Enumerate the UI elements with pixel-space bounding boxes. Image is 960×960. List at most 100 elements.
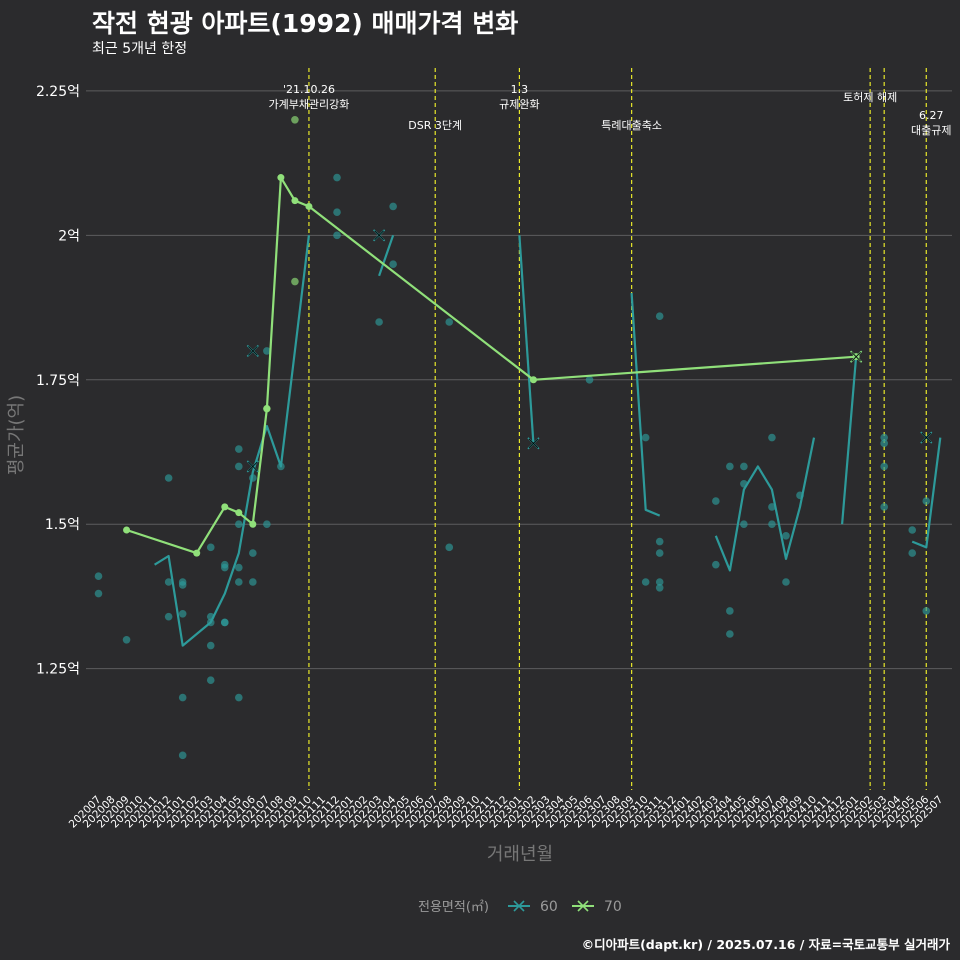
cross-marker-60 — [246, 344, 259, 357]
series-line-60 — [714, 437, 816, 572]
cross-markers — [246, 229, 933, 473]
scatter-point-60 — [782, 578, 790, 586]
scatter-point-60 — [655, 312, 664, 321]
scatter-point-70 — [291, 115, 299, 124]
series-point-70 — [305, 202, 313, 210]
y-axis-title: 평균가(억) — [6, 395, 27, 475]
scatter-point-60 — [333, 173, 341, 182]
scatter-point-60 — [922, 607, 931, 615]
cross-marker-70 — [850, 350, 863, 363]
scatter-point-60 — [333, 208, 341, 217]
event-annotation: 규제완화 — [499, 98, 539, 111]
x-axis-ticks: 2020072020082020092020102020112020122021… — [67, 793, 946, 830]
scatter-point-60 — [880, 433, 888, 442]
scatter-point-60 — [263, 347, 271, 355]
legend-item-70: 70 — [572, 899, 622, 915]
series-point-70 — [277, 174, 285, 182]
series-point-70 — [249, 520, 257, 528]
event-annotation: '21.10.26 — [283, 83, 335, 96]
cross-stroke — [528, 438, 539, 449]
series-point-70 — [291, 197, 299, 205]
event-annotation: 1.3 — [511, 83, 529, 96]
legend-title: 전용면적(㎡) — [418, 900, 489, 915]
scatter-point-60 — [263, 520, 271, 529]
event-lines — [308, 68, 927, 790]
legend-key-cross — [577, 900, 589, 912]
series-line-60 — [630, 293, 661, 517]
scatter-point-60 — [726, 607, 734, 615]
y-tick-label: 1.5억 — [45, 517, 80, 533]
x-axis-title: 거래년월 — [487, 844, 553, 865]
event-annotation: DSR 3단계 — [408, 119, 462, 132]
legend: 전용면적(㎡) 60 70 — [418, 899, 622, 915]
scatter-point-60 — [164, 578, 173, 586]
series-line-60 — [911, 437, 942, 549]
scatter-point-60 — [641, 433, 650, 442]
scatter-point-60 — [235, 445, 243, 453]
legend-key-cross — [513, 900, 525, 912]
scatter-point-60 — [880, 439, 888, 448]
scatter-point-60 — [206, 676, 215, 685]
scatter-point-60 — [249, 578, 257, 586]
event-annotation: 6.27 — [919, 109, 944, 122]
scatter-point-60 — [908, 526, 917, 534]
scatter-point-60 — [768, 433, 776, 442]
y-axis-ticks: 1.25억 1.5억 1.75억 2억 2.25억 — [36, 84, 80, 678]
scatter-point-60 — [880, 462, 888, 471]
y-tick-label: 1.75억 — [36, 373, 80, 389]
scatter-point-60 — [164, 612, 173, 621]
cross-stroke — [921, 432, 932, 443]
scatter-point-60 — [782, 531, 790, 540]
y-tick-label: 1.25억 — [36, 662, 80, 678]
cross-marker-60 — [246, 460, 259, 473]
cross-marker-60 — [527, 437, 540, 450]
scatter-point-60 — [235, 563, 243, 572]
scatter-point-60 — [333, 231, 341, 240]
scatter-point-60 — [178, 751, 187, 760]
scatter-point-60 — [712, 560, 720, 569]
cross-stroke — [374, 230, 384, 241]
scatter-points — [94, 115, 931, 760]
scatter-point-60 — [445, 543, 454, 552]
scatter-point-60 — [389, 202, 397, 211]
scatter-point-60 — [220, 618, 229, 627]
series-line-60 — [154, 235, 310, 647]
scatter-point-60 — [206, 543, 215, 552]
chart-subtitle: 최근 5개년 한정 — [92, 41, 188, 57]
legend-item-60: 60 — [508, 899, 558, 915]
scatter-point-60 — [235, 520, 243, 529]
event-annotation: 가계부채관리강화 — [268, 98, 349, 111]
series-point-70 — [221, 503, 229, 511]
scatter-point-60 — [740, 520, 748, 529]
scatter-point-60 — [178, 581, 187, 589]
scatter-point-60 — [768, 520, 776, 529]
legend-label: 70 — [604, 899, 622, 915]
scatter-point-60 — [164, 474, 173, 482]
scatter-point-60 — [922, 497, 931, 505]
event-annotation: 토허제 해제 — [843, 90, 897, 104]
scatter-point-60 — [178, 609, 187, 618]
cross-stroke — [248, 461, 258, 472]
scatter-point-60 — [375, 318, 383, 326]
series-point-70 — [529, 376, 537, 384]
scatter-point-60 — [235, 578, 243, 586]
scatter-point-60 — [249, 549, 257, 557]
scatter-point-60 — [178, 693, 187, 702]
series-point-70 — [235, 509, 243, 517]
cross-stroke — [248, 346, 258, 356]
scatter-point-60 — [389, 260, 397, 269]
scatter-point-60 — [726, 462, 734, 471]
scatter-point-60 — [768, 503, 776, 511]
source-caption: ©디아파트(dapt.kr) / 2025.07.16 / 자료=국토교통부 실… — [581, 937, 950, 952]
cross-marker-60 — [373, 229, 386, 242]
scatter-point-60 — [235, 462, 243, 471]
scatter-point-60 — [94, 572, 103, 581]
cross-stroke — [851, 351, 861, 362]
scatter-point-60 — [655, 578, 664, 586]
scatter-point-60 — [655, 583, 664, 592]
scatter-point-60 — [235, 693, 243, 702]
scatter-point-60 — [445, 318, 454, 326]
event-annotation: 특례대출축소 — [601, 119, 662, 132]
